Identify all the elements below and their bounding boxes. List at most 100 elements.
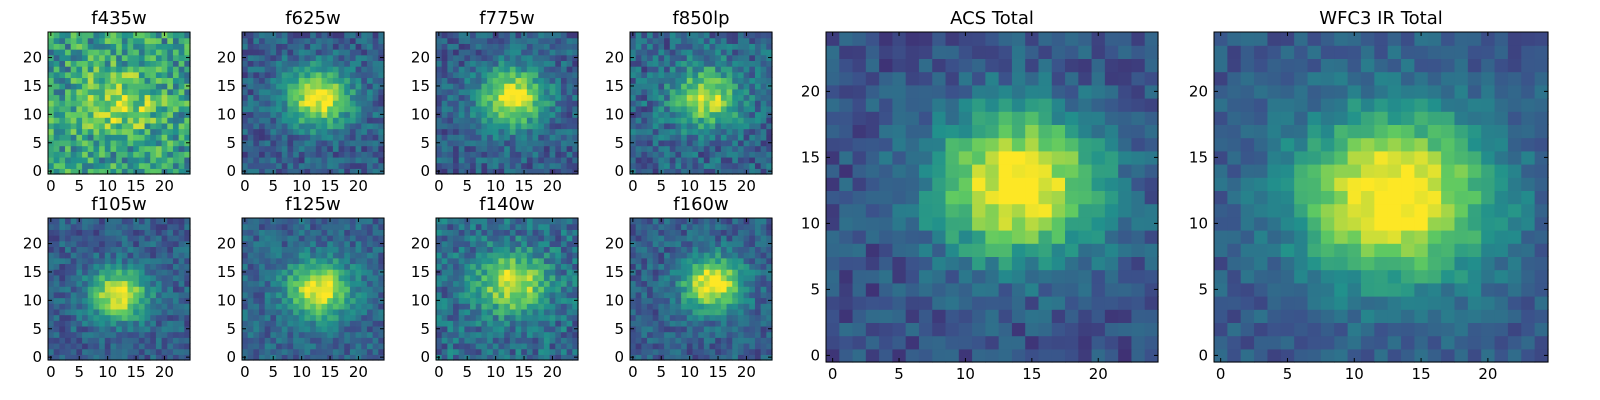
heatmap-cell <box>630 100 637 107</box>
heatmap-cell <box>905 216 920 231</box>
heatmap-cell <box>276 280 283 287</box>
heatmap-cell <box>1481 45 1496 59</box>
heatmap-cell <box>749 71 756 79</box>
heatmap-cell <box>498 134 505 141</box>
heatmap-cell <box>1307 309 1322 323</box>
heatmap-cell <box>127 325 134 333</box>
heatmap-cell <box>178 218 185 225</box>
heatmap-cell <box>332 105 340 113</box>
heatmap-cell <box>709 168 716 175</box>
heatmap-cell <box>264 297 271 304</box>
heatmap-cell <box>1387 335 1402 350</box>
heatmap-cell <box>1454 190 1469 205</box>
heatmap-cell <box>127 291 134 299</box>
heatmap-cell <box>99 314 106 321</box>
heatmap-cell <box>127 32 134 39</box>
heatmap-cell <box>1011 111 1026 125</box>
panel-title: WFC3 IR Total <box>1319 8 1442 29</box>
heatmap-cell <box>1534 58 1549 73</box>
heatmap-cell <box>298 71 306 79</box>
heatmap-cell <box>70 348 77 355</box>
heatmap-cell <box>1280 296 1295 310</box>
heatmap-cell <box>270 71 277 79</box>
heatmap-cell <box>686 100 694 107</box>
heatmap-cell <box>918 164 933 178</box>
heatmap-cell <box>549 49 556 56</box>
heatmap-cell <box>1347 216 1362 231</box>
heatmap-cell <box>972 32 986 46</box>
heatmap-cell <box>304 291 311 299</box>
heatmap-cell <box>543 71 551 79</box>
heatmap-cell <box>150 151 157 158</box>
heatmap-cell <box>372 77 379 84</box>
heatmap-cell <box>1414 150 1429 165</box>
heatmap-cell <box>150 354 157 361</box>
heatmap-cell <box>1521 190 1536 205</box>
heatmap-cell <box>458 71 465 79</box>
heatmap-cell <box>647 60 654 67</box>
heatmap-cell <box>110 122 117 130</box>
heatmap-cell <box>732 60 739 67</box>
heatmap-cell <box>720 111 728 118</box>
heatmap-cell <box>1131 269 1146 284</box>
heatmap-cell <box>1307 203 1322 218</box>
heatmap-cell <box>167 325 174 333</box>
heatmap-cell <box>1091 164 1106 178</box>
heatmap-cell <box>287 325 294 333</box>
heatmap-cell <box>65 60 72 67</box>
heatmap-cell <box>481 111 488 118</box>
heatmap-cell <box>184 308 191 316</box>
heatmap-cell <box>53 54 60 61</box>
heatmap-cell <box>310 348 317 355</box>
heatmap-cell <box>99 156 106 164</box>
heatmap-cell <box>99 274 106 282</box>
heatmap-cell <box>76 111 83 118</box>
heatmap-cell <box>998 190 1013 205</box>
heatmap-cell <box>1131 282 1146 297</box>
heatmap-cell <box>104 303 112 310</box>
heatmap-cell <box>264 354 271 361</box>
heatmap-cell <box>1467 98 1482 112</box>
heatmap-cell <box>464 122 471 130</box>
heatmap-cell <box>538 43 545 50</box>
heatmap-cell <box>1534 243 1549 257</box>
heatmap-cell <box>498 49 505 56</box>
heatmap-cell <box>475 77 483 84</box>
y-tick-label: 15 <box>411 77 430 95</box>
heatmap-cell <box>116 49 123 56</box>
heatmap-cell <box>1091 58 1106 73</box>
heatmap-cell <box>692 94 699 101</box>
heatmap-cell <box>1294 230 1309 244</box>
heatmap-cell <box>749 66 756 73</box>
heatmap-cell <box>127 88 134 96</box>
heatmap-cell <box>985 84 1000 99</box>
heatmap-cell <box>766 151 773 158</box>
heatmap-cell <box>892 84 907 99</box>
heatmap-cell <box>686 71 694 79</box>
heatmap-cell <box>59 145 66 152</box>
heatmap-cell <box>76 105 83 113</box>
heatmap-cell <box>372 128 379 135</box>
heatmap-cell <box>630 151 637 158</box>
heatmap-cell <box>253 83 260 90</box>
heatmap-cell <box>1254 45 1269 59</box>
heatmap-cell <box>161 162 168 169</box>
heatmap-cell <box>259 77 266 84</box>
heatmap-cell <box>743 111 750 118</box>
heatmap-cell <box>1374 216 1389 231</box>
heatmap-cell <box>127 235 134 242</box>
heatmap-cell <box>59 128 66 135</box>
heatmap-cell <box>1387 203 1402 218</box>
heatmap-cell <box>560 94 568 101</box>
heatmap-cell <box>276 100 283 107</box>
heatmap-cell <box>264 269 271 276</box>
heatmap-cell <box>1307 348 1322 363</box>
heatmap-cell <box>150 342 157 350</box>
heatmap-cell <box>760 37 767 44</box>
heatmap-cell <box>658 43 665 50</box>
heatmap-cell <box>681 139 688 147</box>
heatmap-cell <box>270 43 277 50</box>
heatmap-cell <box>87 291 95 299</box>
heatmap-cell <box>464 54 471 61</box>
heatmap-cell <box>1494 256 1509 271</box>
